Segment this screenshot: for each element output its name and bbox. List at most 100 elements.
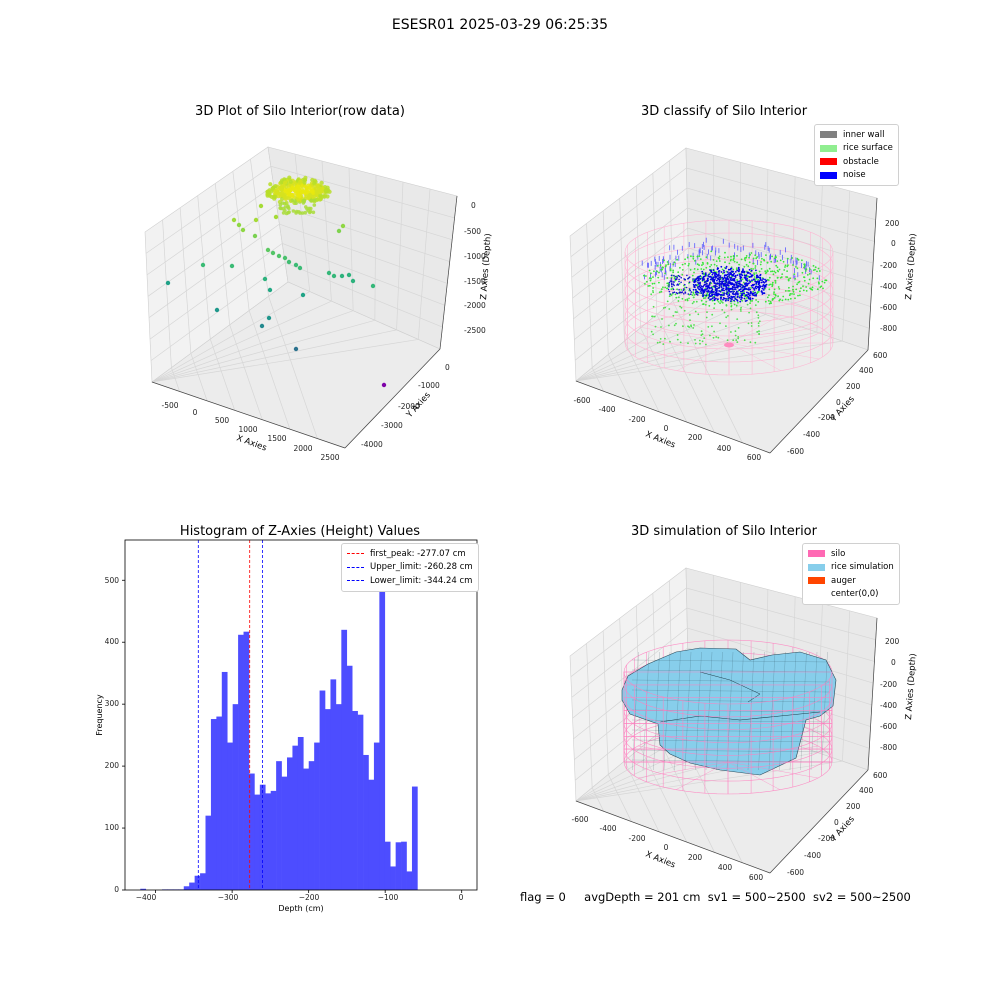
noise-point [747,292,750,294]
grid-line [150,262,443,361]
rice-surface-point [658,281,660,284]
rice-surface-point [727,315,729,317]
rice-surface-point [682,325,684,328]
noise-point [712,269,715,271]
rice-surface-point [676,311,678,314]
grid-line [162,219,172,368]
noise-point [733,288,736,290]
rice-surface-point [694,339,696,341]
rice-surface-point [652,276,654,278]
rice-surface-point [777,286,780,288]
rice-surface-point [664,272,666,275]
data-point [279,187,284,192]
noise-point [700,292,703,294]
rice-surface-point [747,322,750,325]
grid-line [179,207,192,354]
grid-line [672,301,743,443]
rice-surface-point [693,294,696,296]
rice-surface-point [740,310,742,312]
grid-line [147,204,450,297]
rice-surface-point [693,301,695,303]
rice-surface-point [686,256,689,259]
noise-point [738,280,741,283]
data-point [309,206,313,211]
rice-surface-point [803,276,806,279]
data-point [286,195,291,201]
noise-point [716,283,719,285]
rice-surface-point [755,299,757,301]
noise-point [748,268,751,271]
rice-surface-point [666,300,669,303]
data-point [287,206,291,211]
rice-surface-point [645,275,647,277]
rice-surface-point [748,311,750,314]
rice-surface-point [681,273,684,276]
rice-surface-point [736,341,739,343]
rice-surface-point [674,293,677,296]
rice-surface-point [778,299,781,302]
rice-surface-point [668,324,670,327]
legend-label: auger [831,575,856,586]
rice-surface-point [648,269,651,272]
rice-surface-point [757,314,760,317]
rice-surface-point [773,293,775,295]
rice-surface-point [758,270,761,273]
rice-surface-point [684,262,686,265]
data-point [309,198,313,203]
rice-surface-point [667,263,670,266]
data-point [350,278,356,284]
rice-surface-point [678,282,681,285]
legend-swatch [808,591,825,598]
raw-ytick: -2000 [398,402,420,411]
rice-surface-point [660,326,662,328]
rice-surface-point [752,262,755,265]
rice-surface-point [802,285,804,288]
rice-surface-point [743,339,746,342]
rice-surface-point [688,314,691,316]
rice-surface-point [688,263,690,265]
rice-surface-point [647,285,650,287]
data-point [295,193,301,198]
noise-point [751,274,754,277]
noise-point [723,269,725,272]
rice-surface-point [805,286,807,288]
grid-line [348,167,354,311]
data-point [340,223,346,229]
rice-surface-point [735,267,738,270]
rice-surface-point [715,260,718,262]
noise-point [705,294,708,297]
rice-surface-point [784,290,787,292]
rice-surface-point [799,290,801,293]
data-point [275,189,280,194]
histogram-title: Histogram of Z-Axies (Height) Values [179,524,421,539]
rice-surface-point [718,260,721,262]
rice-surface-point [656,264,659,267]
rice-surface-point [819,286,822,288]
rice-surface-point [767,300,770,302]
grid-line [635,185,641,328]
rice-surface-point [763,258,765,261]
data-point [370,283,376,289]
rice-surface-point [780,276,783,278]
rice-surface-point [773,288,776,291]
rice-surface-point [757,317,760,319]
rice-surface-point [730,304,733,307]
rice-surface-point [734,334,737,337]
rice-surface-point [712,259,715,261]
noise-point [762,284,765,286]
rice-surface-point [795,288,798,291]
silo-floor-spoke [676,342,730,371]
data-point [267,287,273,293]
data-point [278,191,284,197]
rice-surface-point [748,261,751,264]
grid-line [190,353,208,401]
rice-surface-point [754,254,757,257]
noise-point [718,272,720,274]
rice-surface-point [724,261,726,264]
rice-surface-point [795,266,797,268]
rice-surface-point [775,264,778,267]
data-point [276,253,282,259]
data-point [310,188,315,194]
rice-surface-point [743,265,746,268]
noise-point [760,290,763,292]
